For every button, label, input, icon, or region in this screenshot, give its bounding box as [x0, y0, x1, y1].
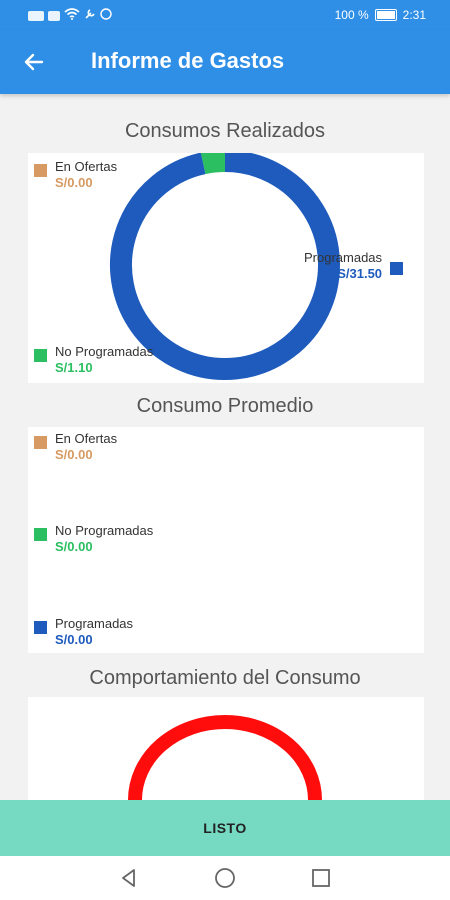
legend-value: S/1.10 [55, 360, 93, 375]
legend-swatch [34, 164, 47, 177]
section-title-comportamiento: Comportamiento del Consumo [89, 667, 361, 689]
legend-value: S/0.00 [55, 447, 93, 462]
app-bar: Informe de Gastos [0, 30, 450, 94]
signal-icon [48, 10, 60, 21]
legend-item-no-programadas: No Programadas S/0.00 [34, 523, 153, 555]
legend-value: S/0.00 [55, 175, 93, 190]
legend-swatch [34, 528, 47, 541]
consumo-promedio-card: En Ofertas S/0.00 No Programadas S/0.00 … [28, 427, 424, 653]
wifi-icon [64, 8, 80, 23]
section-title-consumo-promedio: Consumo Promedio [136, 395, 314, 417]
wrench-icon [84, 8, 96, 23]
circle-home-icon [215, 868, 235, 888]
status-bar: 100 % 2:31 [0, 0, 450, 30]
page-title: Informe de Gastos [91, 48, 285, 73]
legend-label: Programadas [55, 616, 134, 631]
legend-item-no-programadas: No Programadas S/1.10 [34, 344, 153, 376]
arrow-left-icon [24, 53, 44, 71]
nav-home-button[interactable] [213, 866, 237, 890]
network-icon [28, 10, 44, 21]
square-recents-icon [312, 869, 330, 887]
back-button[interactable] [16, 44, 52, 80]
legend-label: En Ofertas [55, 159, 118, 174]
donut-slice-no-programadas [200, 153, 226, 175]
whatsapp-icon [100, 8, 112, 23]
section-title-consumos-realizados: Consumos Realizados [124, 120, 326, 142]
nav-recents-button[interactable] [309, 866, 333, 890]
legend-item-en-ofertas: En Ofertas S/0.00 [34, 431, 117, 463]
nav-back-button[interactable] [117, 866, 141, 890]
legend-label: No Programadas [55, 344, 154, 359]
comportamiento-card [28, 697, 424, 800]
legend-label: No Programadas [55, 523, 154, 538]
gauge-arc [128, 715, 322, 800]
consumption-gauge [128, 715, 322, 800]
triangle-back-icon [122, 869, 135, 887]
status-time: 2:31 [402, 8, 426, 22]
legend-swatch [390, 262, 404, 275]
legend-swatch [34, 621, 47, 634]
consumos-realizados-card: En Ofertas S/0.00 Programadas S/31.50 No… [28, 153, 424, 383]
legend-value: S/0.00 [55, 539, 93, 554]
navigation-bar [0, 856, 450, 900]
donut-slice-programadas [110, 153, 340, 380]
donut-chart [110, 153, 340, 380]
legend-label: Programadas [304, 250, 383, 265]
status-icons-left [28, 8, 112, 23]
legend-swatch [34, 436, 47, 449]
listo-button[interactable]: LISTO [0, 800, 450, 856]
legend-label: En Ofertas [55, 431, 118, 446]
battery-percent: 100 % [334, 8, 369, 22]
status-icons-right: 100 % 2:31 [335, 8, 426, 22]
battery-icon [374, 9, 397, 21]
legend-item-en-ofertas: En Ofertas S/0.00 [34, 159, 117, 191]
legend-item-programadas: Programadas S/0.00 [34, 616, 133, 648]
legend-swatch [34, 349, 47, 362]
legend-item-programadas: Programadas S/31.50 [304, 250, 404, 282]
legend-value: S/0.00 [55, 632, 93, 647]
legend-value: S/31.50 [337, 266, 383, 281]
